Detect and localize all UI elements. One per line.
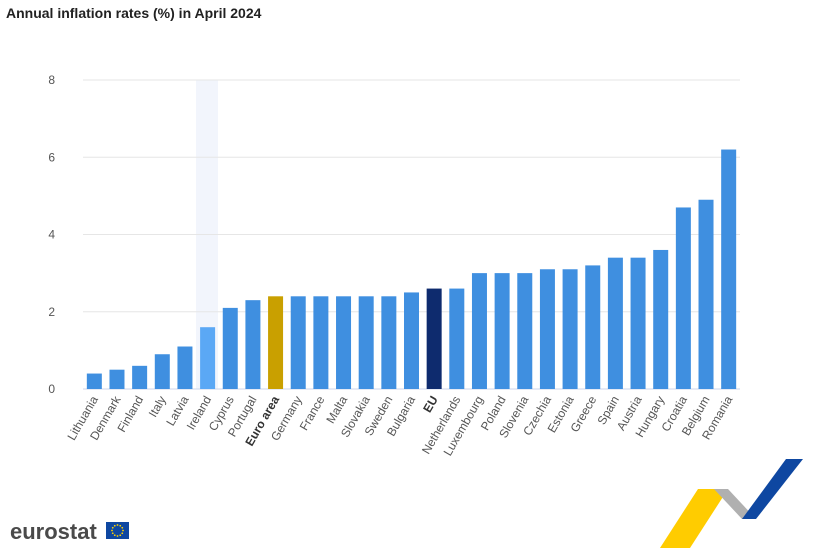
bar <box>154 354 170 389</box>
bar <box>86 373 102 389</box>
bar <box>268 296 284 389</box>
bar <box>539 269 555 389</box>
bar <box>585 265 601 389</box>
y-tick-label: 2 <box>48 305 55 319</box>
star <box>111 526 114 529</box>
chart-title: Annual inflation rates (%) in April 2024 <box>6 5 262 21</box>
bar <box>426 288 442 389</box>
star <box>111 532 114 535</box>
star <box>119 524 122 527</box>
bar <box>132 365 148 389</box>
x-tick-label: Italy <box>146 394 169 420</box>
bar <box>675 207 691 389</box>
bar <box>245 300 261 389</box>
y-tick-label: 8 <box>48 73 55 87</box>
star <box>121 526 124 529</box>
bar <box>471 273 487 389</box>
star <box>113 534 116 537</box>
y-tick-label: 6 <box>48 150 55 164</box>
star <box>122 529 124 532</box>
bar <box>381 296 397 389</box>
bar <box>721 149 737 389</box>
decoration <box>660 459 803 548</box>
bar <box>449 288 465 389</box>
bar <box>290 296 306 389</box>
bar <box>494 273 510 389</box>
bar <box>222 307 238 389</box>
star <box>121 532 124 535</box>
bar <box>607 257 623 389</box>
bar <box>698 199 714 389</box>
bar <box>313 296 329 389</box>
bar <box>177 346 193 389</box>
bar <box>653 249 669 389</box>
star <box>111 529 113 532</box>
eu-flag <box>106 522 129 539</box>
y-tick-label: 0 <box>48 382 55 396</box>
bar <box>562 269 578 389</box>
bar <box>336 296 352 389</box>
logo-text: eurostat <box>10 519 97 544</box>
bar <box>109 369 125 389</box>
bar <box>358 296 374 389</box>
star <box>113 524 116 527</box>
x-tick-label: EU <box>420 394 440 415</box>
star <box>116 535 119 537</box>
bar <box>404 292 419 389</box>
star <box>119 534 122 537</box>
bar <box>630 257 646 389</box>
bar <box>517 273 533 389</box>
y-tick-label: 4 <box>48 228 55 242</box>
bar <box>200 327 216 389</box>
star <box>116 524 119 526</box>
logo: eurostat <box>10 519 129 544</box>
